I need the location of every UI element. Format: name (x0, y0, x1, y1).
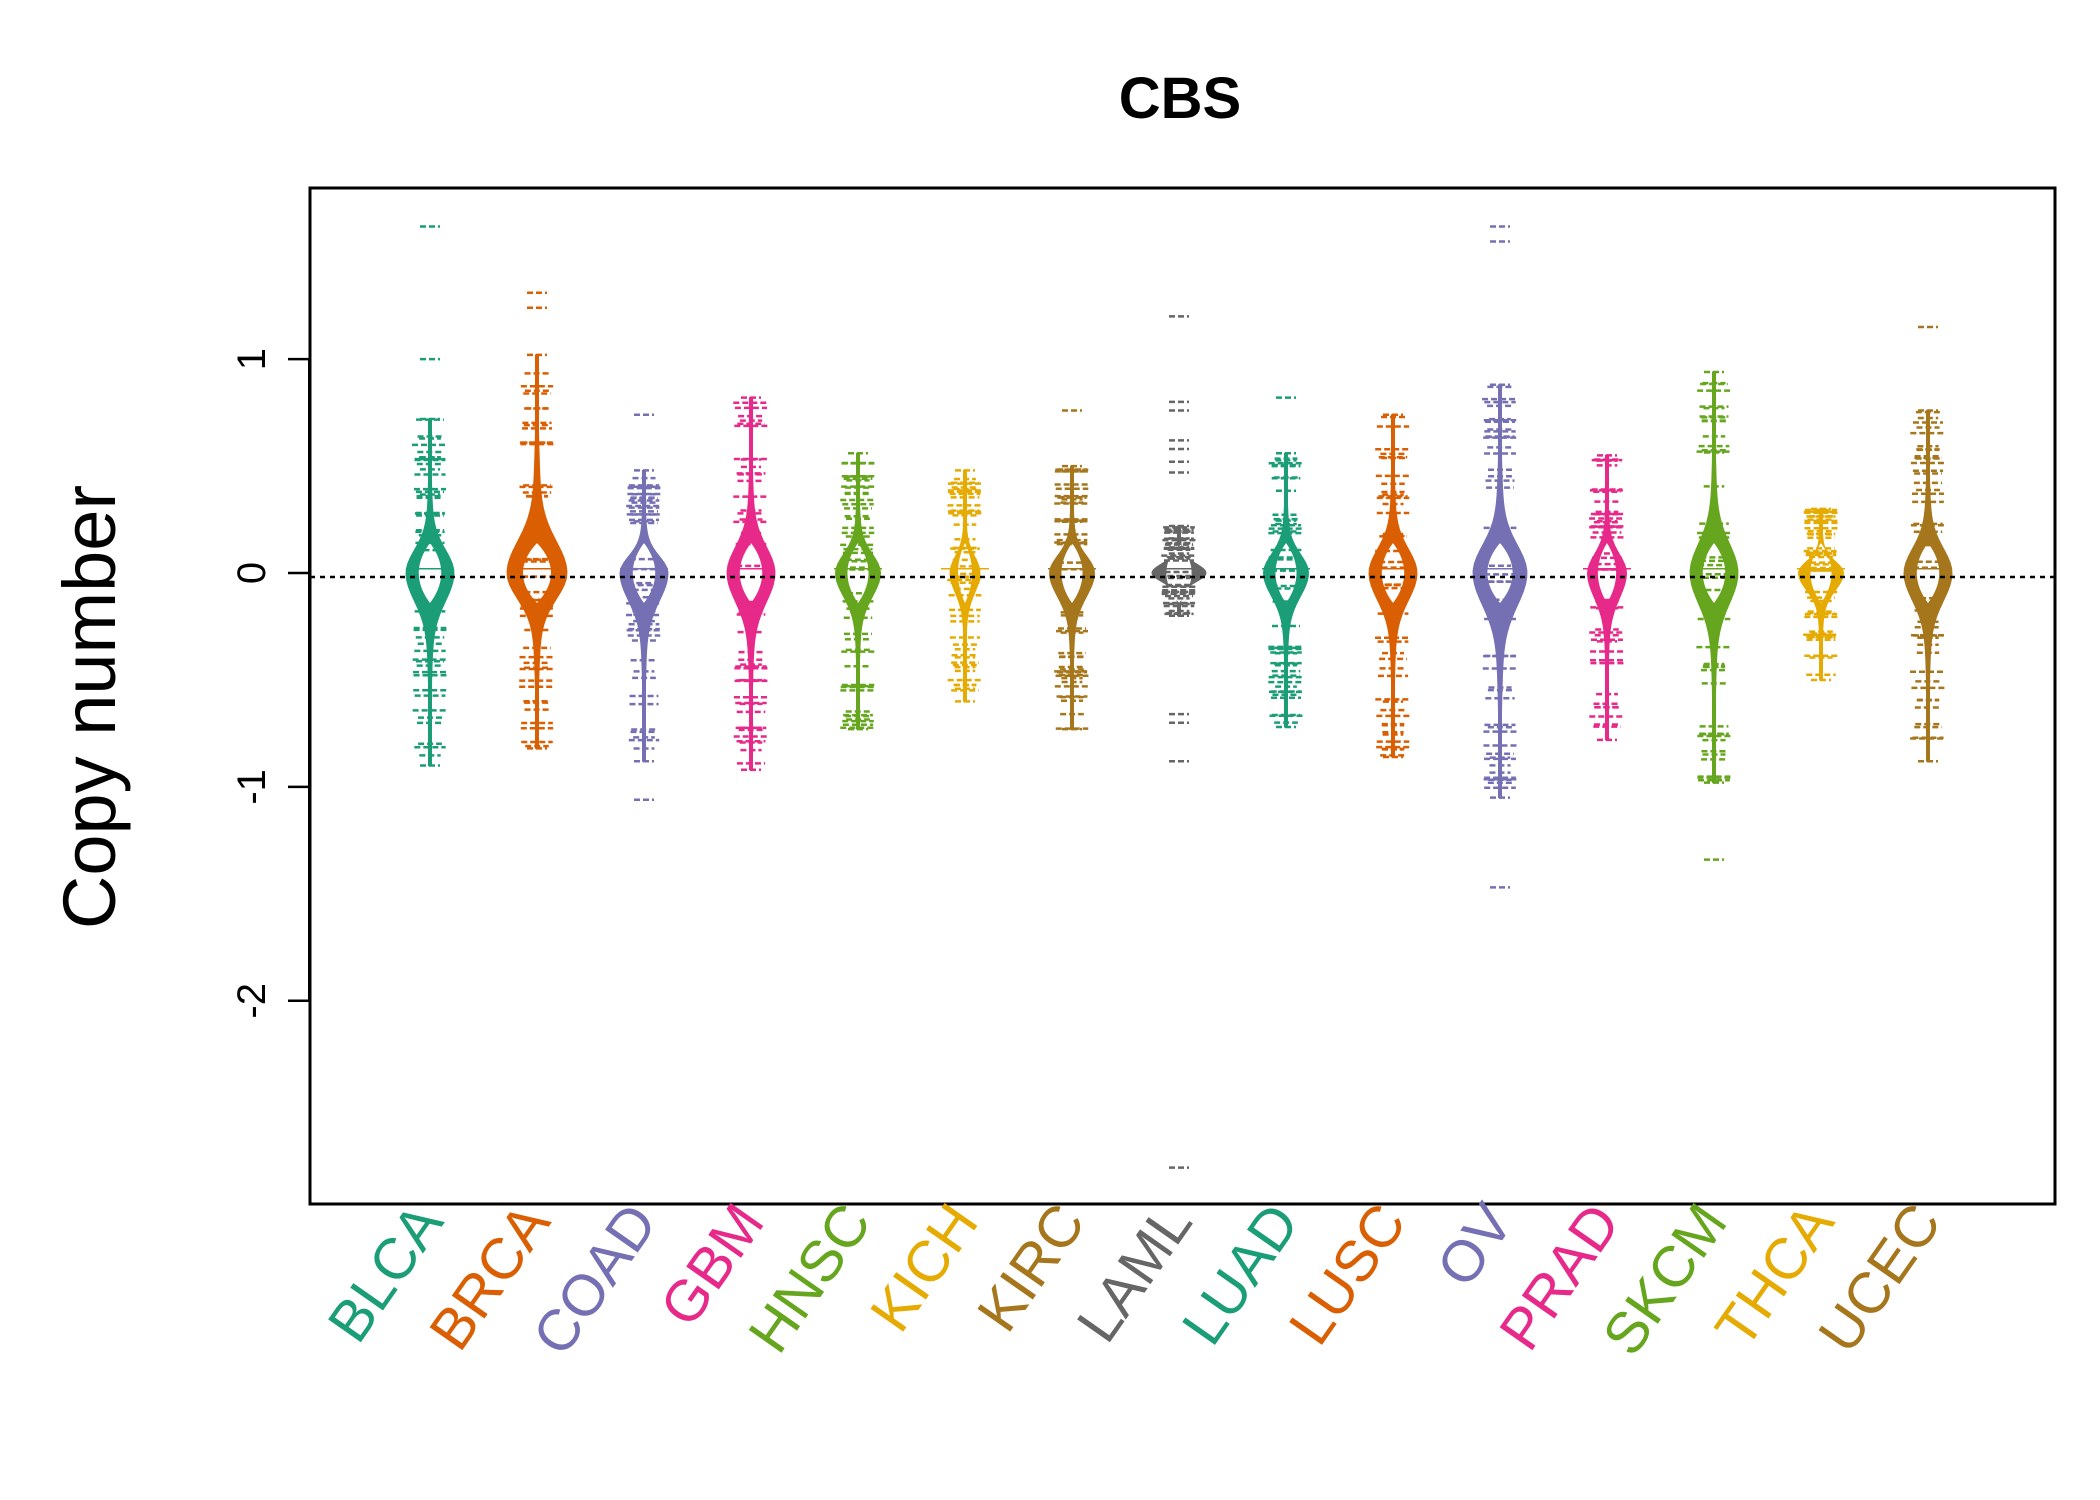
bean-hnsc (834, 451, 882, 731)
bean-core (418, 543, 442, 603)
bean-laml (1151, 315, 1207, 1169)
y-tick-label: -2 (230, 983, 274, 1019)
bean-brca (506, 291, 568, 750)
y-tick-label: 1 (230, 348, 274, 370)
bean-prad (1583, 454, 1631, 742)
bean-core (1810, 543, 1832, 603)
bean-ucec (1903, 325, 1953, 763)
y-tick-label: -1 (230, 769, 274, 805)
bean-blca (405, 225, 455, 767)
bean-core (847, 543, 869, 603)
bean-core (1916, 543, 1940, 603)
chart-title: CBS (1119, 66, 1241, 131)
bean-coad (619, 413, 669, 801)
bean-gbm (726, 396, 776, 772)
bean-lusc (1368, 413, 1418, 759)
bean-series (405, 225, 1953, 1169)
bean-core (1061, 543, 1083, 603)
bean-thca (1797, 507, 1845, 682)
y-tick-label: 0 (230, 562, 274, 584)
bean-core (739, 543, 763, 603)
bean-luad (1262, 396, 1310, 729)
bean-ov (1472, 225, 1528, 889)
bean-kich (941, 469, 989, 703)
plot-frame (308, 186, 2057, 1206)
bean-core (1487, 543, 1513, 603)
bean-kirc (1048, 409, 1096, 731)
y-axis-label: Copy number (48, 485, 131, 929)
